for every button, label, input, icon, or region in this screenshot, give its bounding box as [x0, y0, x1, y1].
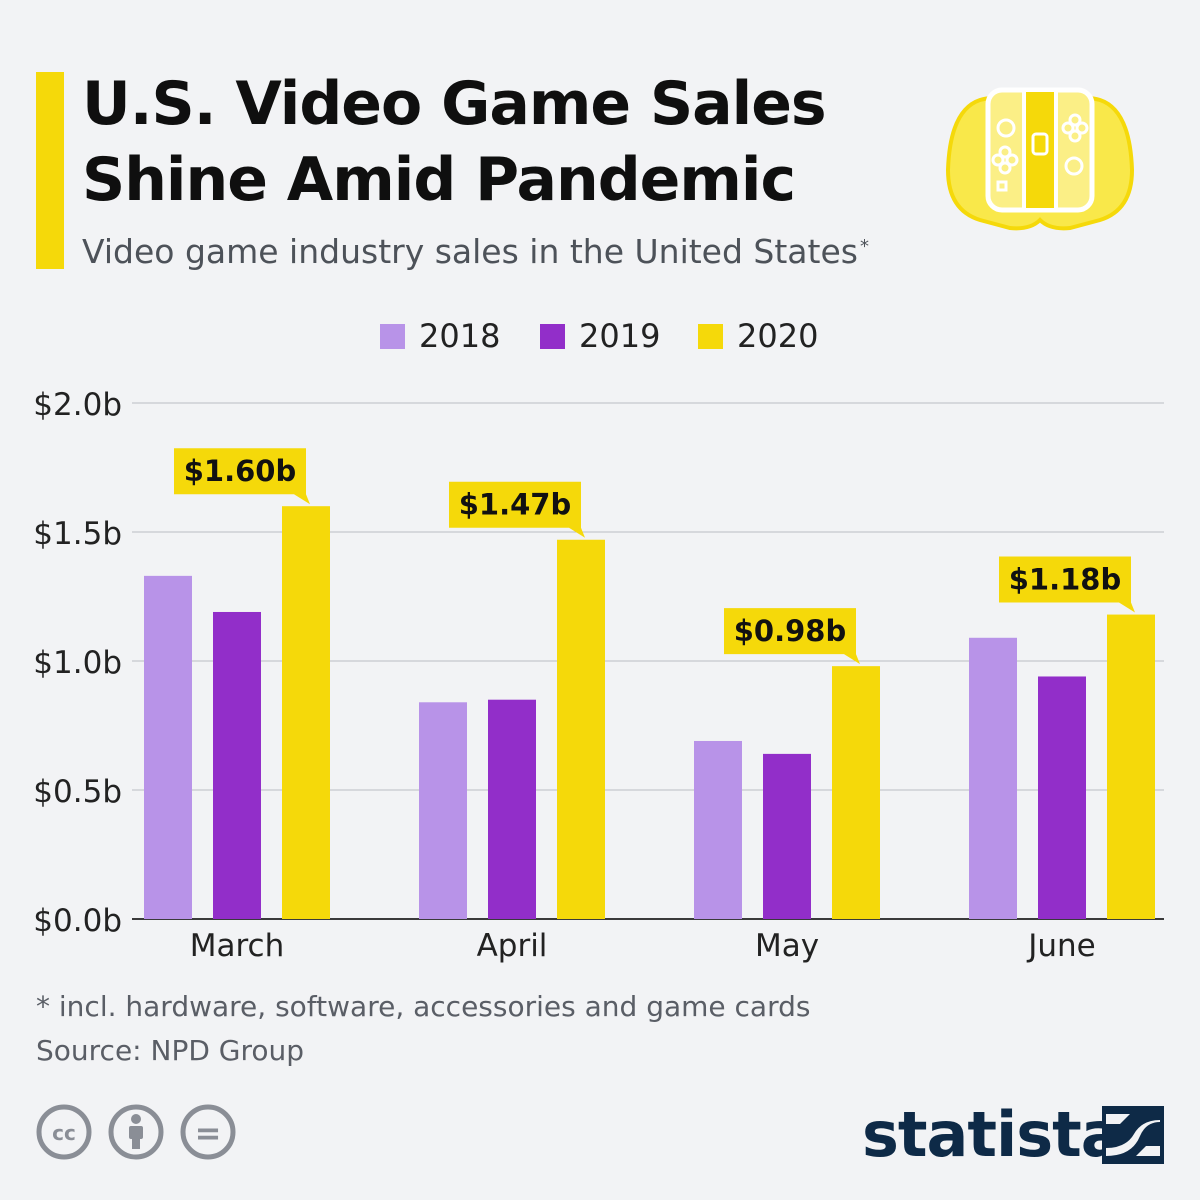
statista-logo-icon: [1102, 1106, 1164, 1164]
legend-item-2018: 2018: [380, 312, 500, 360]
game-controller-icon: [945, 87, 1135, 231]
y-tick-label: $1.0b: [33, 645, 122, 681]
bar-2018-april: [419, 702, 467, 919]
bar-2020-march: [282, 506, 330, 919]
y-tick-label: $0.5b: [33, 774, 122, 810]
chart-legend: 2018 2019 2020: [0, 312, 1200, 360]
bar-2019-april: [488, 699, 536, 919]
creative-commons-text: cc: [52, 1121, 76, 1145]
bar-2018-may: [694, 740, 742, 919]
legend-item-2019: 2019: [540, 312, 660, 360]
y-tick-label: $0.0b: [33, 903, 122, 939]
data-label-box: [174, 448, 310, 505]
subtitle: Video game industry sales in the United …: [82, 232, 869, 271]
license-icons: cc =: [36, 1104, 236, 1164]
source-note: Source: NPD Group: [36, 1034, 305, 1067]
bar-2020-april: [557, 539, 605, 919]
legend-label-2018: 2018: [419, 317, 501, 355]
no-derivatives-text: =: [195, 1114, 222, 1152]
accent-bar: [36, 72, 64, 269]
data-label: $1.60b: [184, 454, 297, 488]
no-derivatives-icon[interactable]: =: [180, 1104, 236, 1160]
x-tick-label: June: [1026, 928, 1096, 964]
x-tick-label: April: [477, 928, 548, 964]
data-label: $0.98b: [734, 614, 847, 648]
bar-2020-may: [832, 666, 880, 919]
legend-swatch-2018: [380, 323, 405, 349]
legend-label-2020: 2020: [737, 317, 819, 355]
data-label-box: [724, 608, 860, 665]
subtitle-footnote-mark: *: [859, 236, 869, 257]
y-tick-label: $1.5b: [33, 516, 122, 552]
data-label-box: [449, 481, 585, 538]
title-line-1: U.S. Video Game Sales: [82, 69, 827, 139]
data-label: $1.18b: [1009, 563, 1122, 597]
bar-2018-march: [144, 575, 192, 919]
bar-2019-may: [763, 753, 811, 919]
attribution-icon[interactable]: [108, 1104, 164, 1160]
title-line-2: Shine Amid Pandemic: [82, 145, 796, 215]
legend-swatch-2020: [698, 323, 723, 349]
footnote: * incl. hardware, software, accessories …: [36, 990, 811, 1023]
statista-logo-text[interactable]: statista: [862, 1098, 1123, 1171]
legend-item-2020: 2020: [698, 312, 818, 360]
bar-2018-june: [969, 637, 1017, 919]
y-tick-label: $2.0b: [33, 387, 122, 423]
data-label-box: [999, 556, 1135, 613]
page-title: U.S. Video Game Sales Shine Amid Pandemi…: [82, 66, 902, 218]
bar-2019-june: [1038, 676, 1086, 919]
x-tick-label: May: [755, 928, 819, 964]
x-tick-label: March: [190, 928, 285, 964]
legend-swatch-2019: [540, 323, 565, 349]
data-label: $1.47b: [459, 488, 572, 522]
bar-2019-march: [213, 611, 261, 919]
subtitle-text: Video game industry sales in the United …: [82, 232, 858, 271]
creative-commons-icon[interactable]: cc: [36, 1104, 92, 1160]
bar-chart: $0.0b $0.5b $1.0b $1.5b $2.0b March $1.60b Apri…: [33, 387, 1164, 964]
legend-label-2019: 2019: [579, 317, 661, 355]
bar-2020-june: [1107, 614, 1155, 919]
